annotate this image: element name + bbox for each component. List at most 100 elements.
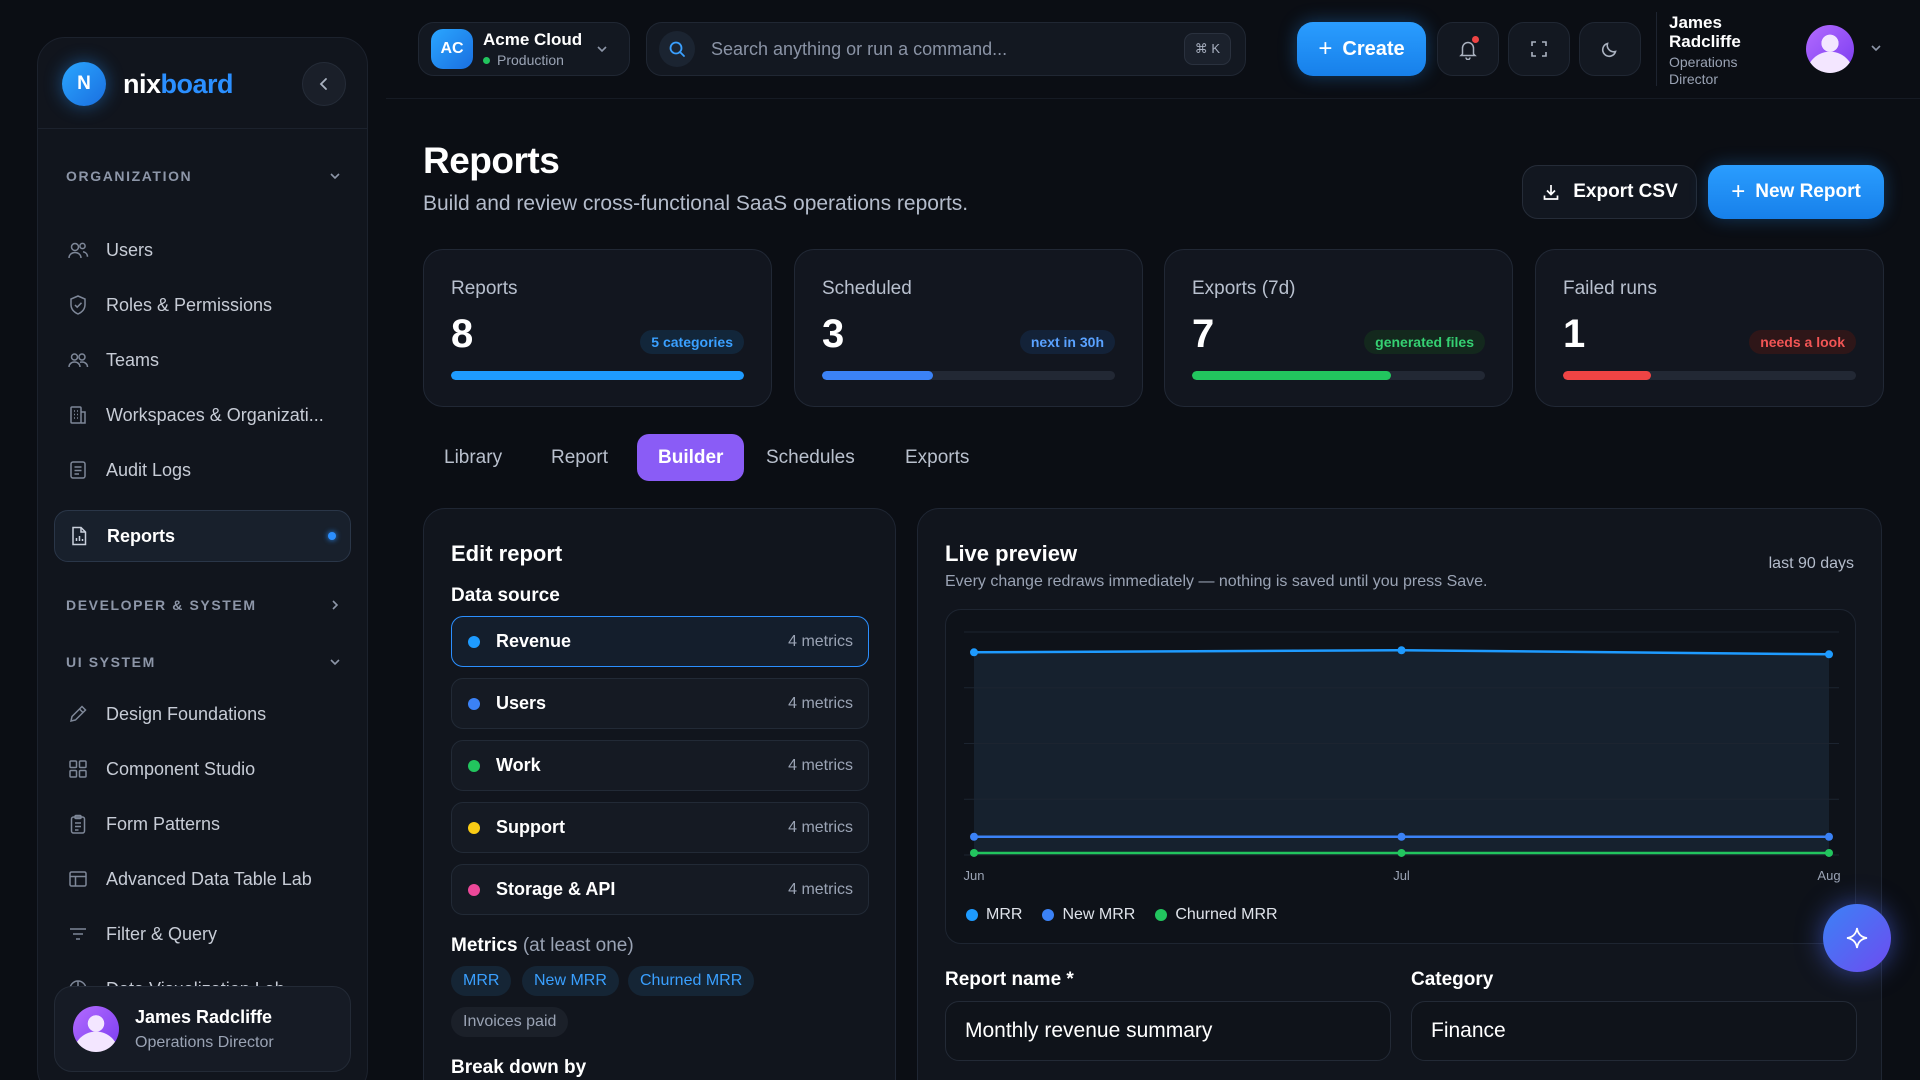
tab-builder[interactable]: Builder [637, 434, 745, 481]
org-switcher[interactable]: AC Acme Cloud Production [418, 22, 630, 76]
sidebar-item-design-foundations[interactable]: Design Foundations [54, 688, 351, 740]
data-point[interactable] [970, 648, 978, 657]
export-csv-button[interactable]: Export CSV [1522, 165, 1697, 219]
topbar-user-name: James Radcliffe [1669, 13, 1741, 51]
stat-progress-fill [451, 371, 744, 380]
x-tick-label: Jun [964, 868, 985, 883]
avatar[interactable] [1806, 25, 1854, 73]
page-title: Reports [423, 140, 560, 181]
topbar-user[interactable]: James Radcliffe Operations Director [1669, 13, 1779, 88]
category-select[interactable]: Finance [1411, 1001, 1857, 1061]
sidebar-item-form-patterns[interactable]: Form Patterns [54, 798, 351, 850]
chevron-down-icon [330, 173, 340, 180]
search-input[interactable]: Search anything or run a command... ⌘ K [646, 22, 1246, 76]
chart-legend: MRR New MRR Churned MRR [966, 906, 1298, 924]
assistant-fab-button[interactable] [1823, 904, 1891, 972]
teams-icon [66, 348, 90, 372]
log-icon [66, 458, 90, 482]
metric-chip-churned-mrr[interactable]: Churned MRR [628, 966, 755, 996]
stat-progress-fill [1563, 371, 1651, 380]
table-icon [66, 867, 90, 891]
chevron-down-icon [330, 659, 340, 666]
legend-label: MRR [986, 906, 1023, 923]
data-source-users[interactable]: Users 4 metrics [451, 678, 869, 729]
stat-card-failed-runs: Failed runs 1 needs a look [1535, 249, 1884, 407]
notifications-button[interactable] [1437, 22, 1499, 76]
sidebar-item-label: Workspaces & Organizati... [106, 404, 324, 425]
stat-label: Reports [451, 278, 518, 299]
data-point[interactable] [970, 848, 978, 857]
sidebar-item-component-studio[interactable]: Component Studio [54, 743, 351, 795]
stat-badge: generated files [1364, 330, 1485, 354]
collapse-sidebar-button[interactable] [302, 62, 346, 106]
data-point[interactable] [1397, 646, 1406, 655]
sidebar-user-card[interactable]: James Radcliffe Operations Director [54, 986, 351, 1072]
plus-icon: + [1731, 178, 1746, 205]
report-name-input[interactable]: Monthly revenue summary [945, 1001, 1391, 1061]
section-developer-system[interactable]: DEVELOPER & SYSTEM [66, 597, 341, 613]
tab-report[interactable]: Report [551, 446, 609, 468]
stat-progress-track [1192, 371, 1485, 380]
grid-icon [66, 757, 90, 781]
stat-badge: needs a look [1749, 330, 1856, 354]
data-point[interactable] [1397, 832, 1406, 841]
preview-chart: Jun Jul Aug MRR New MRR Churned MRR [945, 609, 1856, 944]
org-env: Production [483, 52, 582, 68]
brand[interactable]: N nixboard [62, 62, 234, 106]
data-point[interactable] [1825, 832, 1833, 841]
sidebar-item-filter-query[interactable]: Filter & Query [54, 908, 351, 960]
section-ui-system[interactable]: UI SYSTEM [66, 654, 341, 670]
tab-library[interactable]: Library [444, 446, 503, 468]
metric-chip-new-mrr[interactable]: New MRR [522, 966, 619, 996]
topbar-divider [386, 98, 1920, 99]
data-source-support[interactable]: Support 4 metrics [451, 802, 869, 853]
page-subtitle: Build and review cross-functional SaaS o… [423, 192, 969, 215]
metric-chip-invoices-paid[interactable]: Invoices paid [451, 1007, 569, 1037]
break-down-by-label: Break down by [451, 1057, 587, 1078]
filter-icon [66, 922, 90, 946]
topbar-user-role: Operations Director [1669, 54, 1738, 87]
new-report-label: New Report [1755, 181, 1861, 202]
brand-name: nixboard [123, 68, 234, 100]
data-source-storage-api[interactable]: Storage & API 4 metrics [451, 864, 869, 915]
chevron-down-icon[interactable] [1870, 42, 1882, 54]
sidebar-item-label: Component Studio [106, 758, 256, 779]
shield-icon [66, 293, 90, 317]
metrics-hint: (at least one) [522, 935, 634, 956]
stat-value: 8 [451, 312, 474, 356]
sidebar-item-advanced-data-table-lab[interactable]: Advanced Data Table Lab [54, 853, 351, 905]
sidebar-item-roles-permissions[interactable]: Roles & Permissions [54, 279, 351, 331]
metric-chip-mrr[interactable]: MRR [451, 966, 512, 996]
stat-value: 3 [822, 312, 845, 356]
sidebar-item-workspaces[interactable]: Workspaces & Organizati... [54, 389, 351, 441]
stat-card-scheduled: Scheduled 3 next in 30h [794, 249, 1143, 407]
edit-report-panel: Edit report Data source Revenue 4 metric… [423, 508, 896, 1080]
theme-toggle-button[interactable] [1579, 22, 1641, 76]
sidebar-item-audit-logs[interactable]: Audit Logs [54, 444, 351, 496]
legend-item[interactable]: MRR [966, 906, 1022, 924]
live-preview-subtitle: Every change redraws immediately — nothi… [945, 573, 1488, 590]
legend-item[interactable]: Churned MRR [1155, 906, 1278, 924]
fullscreen-button[interactable] [1508, 22, 1570, 76]
brand-name-part1: nix [123, 68, 161, 99]
new-report-button[interactable]: + New Report [1708, 165, 1884, 219]
active-indicator-dot [328, 532, 336, 540]
data-point[interactable] [1825, 650, 1833, 659]
sidebar-item-users[interactable]: Users [54, 224, 351, 276]
section-organization[interactable]: ORGANIZATION [66, 168, 341, 184]
stat-progress-track [1563, 371, 1856, 380]
data-source-work[interactable]: Work 4 metrics [451, 740, 869, 791]
date-range-label[interactable]: last 90 days [1768, 555, 1854, 572]
sidebar-item-teams[interactable]: Teams [54, 334, 351, 386]
status-dot [483, 56, 490, 64]
legend-item[interactable]: New MRR [1042, 906, 1135, 924]
tab-exports[interactable]: Exports [905, 446, 970, 468]
data-point[interactable] [970, 832, 978, 841]
source-name: Storage & API [496, 879, 616, 899]
data-point[interactable] [1397, 848, 1406, 857]
tab-schedules[interactable]: Schedules [766, 446, 855, 468]
sidebar-item-reports[interactable]: Reports [54, 510, 351, 562]
create-button[interactable]: + Create [1297, 22, 1426, 76]
data-point[interactable] [1825, 848, 1833, 857]
data-source-revenue[interactable]: Revenue 4 metrics [451, 616, 869, 667]
